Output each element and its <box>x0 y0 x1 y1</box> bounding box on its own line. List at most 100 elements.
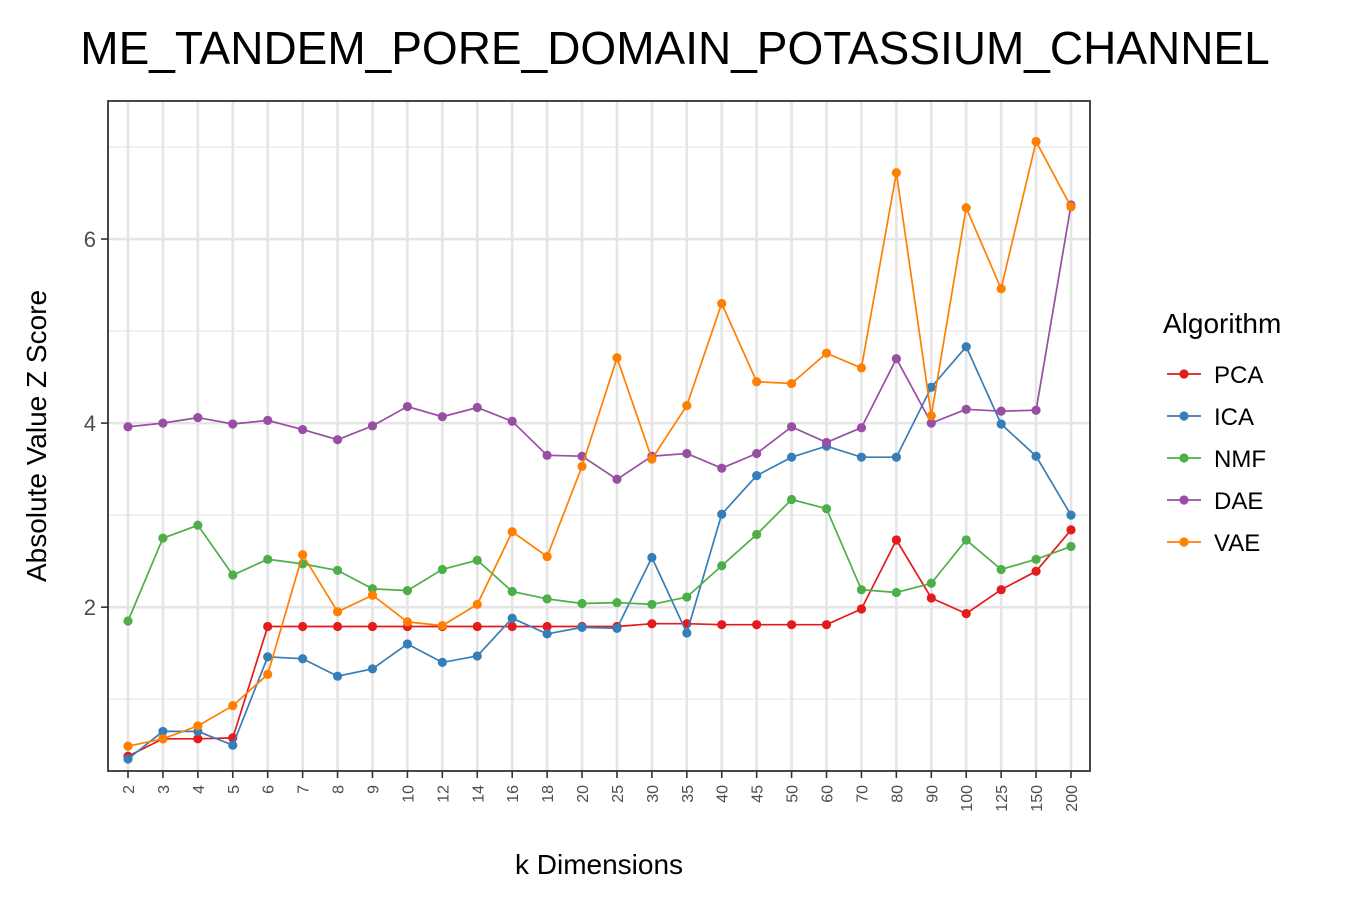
data-point-ica <box>961 342 971 352</box>
data-point-vae <box>507 527 517 537</box>
data-point-ica <box>926 382 936 392</box>
data-point-ica <box>856 452 867 462</box>
data-point-vae <box>717 298 727 309</box>
data-point-nmf <box>193 520 203 530</box>
data-point-dae <box>1031 405 1041 415</box>
data-point-ica <box>647 552 657 563</box>
data-point-dae <box>542 450 552 460</box>
data-point-dae <box>996 406 1006 416</box>
data-point-nmf <box>472 555 482 565</box>
data-point-pca <box>542 621 552 632</box>
data-point-vae <box>996 284 1006 294</box>
data-point-dae <box>926 418 936 428</box>
series-ica <box>123 342 1076 764</box>
legend-key-point <box>1179 537 1189 547</box>
data-point-dae <box>123 422 133 432</box>
data-point-pca <box>472 621 482 632</box>
data-point-pca <box>507 621 517 632</box>
data-point-pca <box>996 585 1006 595</box>
data-point-vae <box>891 168 901 178</box>
data-point-vae <box>158 734 168 744</box>
y-tick-label: 4 <box>84 411 96 436</box>
chart-title: ME_TANDEM_PORE_DOMAIN_POTASSIUM_CHANNEL <box>80 22 1269 74</box>
data-point-dae <box>402 401 413 412</box>
data-point-vae <box>1031 136 1041 147</box>
data-point-nmf <box>612 597 622 608</box>
data-point-nmf <box>507 586 517 597</box>
x-tick-label: 3 <box>156 785 173 794</box>
legend-key-point <box>1179 495 1189 505</box>
data-point-dae <box>437 412 447 422</box>
legend-label: NMF <box>1214 446 1266 473</box>
data-point-dae <box>228 419 238 429</box>
x-tick-label: 20 <box>575 785 592 803</box>
data-point-pca <box>263 621 273 632</box>
data-point-dae <box>856 423 867 433</box>
data-point-dae <box>821 437 832 448</box>
series-line-ica <box>127 345 1072 760</box>
x-tick-label: 12 <box>435 785 452 803</box>
x-tick-label: 125 <box>994 785 1011 812</box>
data-point-nmf <box>577 598 587 609</box>
data-point-vae <box>228 701 238 711</box>
data-point-dae <box>507 416 517 426</box>
legend-key-point <box>1179 453 1189 463</box>
data-point-dae <box>158 418 168 428</box>
x-tick-label: 30 <box>645 785 662 803</box>
data-point-pca <box>717 620 727 630</box>
data-point-ica <box>717 509 727 519</box>
legend-key-point <box>1179 411 1189 421</box>
data-point-vae <box>682 401 692 411</box>
data-point-vae <box>612 353 622 363</box>
data-point-nmf <box>1066 541 1076 552</box>
data-point-pca <box>332 621 343 632</box>
data-point-ica <box>367 664 378 674</box>
data-point-ica <box>1066 510 1076 520</box>
x-tick-label: 4 <box>191 785 208 794</box>
series-line-nmf <box>127 498 1072 622</box>
data-point-dae <box>193 412 203 423</box>
data-point-pca <box>193 734 203 744</box>
data-point-ica <box>612 623 622 633</box>
x-tick-label: 18 <box>540 785 557 803</box>
data-point-ica <box>577 622 587 633</box>
data-point-nmf <box>786 494 797 505</box>
data-point-dae <box>298 424 308 435</box>
data-point-nmf <box>263 554 273 564</box>
data-point-ica <box>472 651 482 661</box>
data-point-pca <box>298 621 308 632</box>
x-tick-label: 2 <box>121 785 138 794</box>
data-point-pca <box>1066 525 1076 535</box>
data-point-dae <box>682 448 692 459</box>
series-nmf <box>123 494 1076 626</box>
data-point-ica <box>158 726 168 737</box>
data-point-vae <box>263 669 273 679</box>
data-point-nmf <box>1031 554 1041 564</box>
x-tick-label: 5 <box>226 785 243 794</box>
plot-panel-border <box>107 100 1091 772</box>
data-point-pca <box>926 593 936 603</box>
data-point-vae <box>856 363 867 373</box>
data-point-ica <box>298 654 308 664</box>
data-point-vae <box>402 617 413 627</box>
data-point-vae <box>577 461 587 471</box>
x-tick-label: 90 <box>924 785 941 803</box>
data-point-vae <box>647 454 657 464</box>
data-point-vae <box>786 378 797 389</box>
data-point-vae <box>961 203 971 213</box>
data-point-nmf <box>123 616 133 626</box>
legend-item-dae: DAE <box>1167 488 1263 515</box>
data-point-pca <box>367 621 378 632</box>
data-point-nmf <box>402 586 413 596</box>
data-point-dae <box>612 474 622 484</box>
data-point-nmf <box>996 564 1006 575</box>
data-point-ica <box>228 740 238 750</box>
data-point-vae <box>332 607 343 617</box>
data-point-nmf <box>717 561 727 571</box>
legend-item-pca: PCA <box>1167 362 1263 389</box>
data-point-vae <box>193 721 203 731</box>
data-point-vae <box>1066 202 1076 212</box>
legend-label: VAE <box>1214 530 1260 557</box>
